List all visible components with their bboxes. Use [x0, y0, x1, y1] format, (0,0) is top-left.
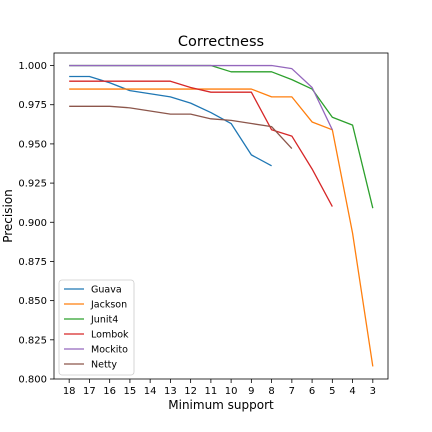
y-tick-label: 0.800	[18, 375, 47, 386]
y-tick-label: 0.875	[18, 257, 47, 268]
y-tick-label: 0.900	[18, 218, 47, 229]
y-tick-label: 0.850	[18, 296, 47, 307]
x-tick-label: 10	[225, 386, 238, 397]
x-tick-label: 4	[349, 386, 355, 397]
y-tick-label: 1.000	[18, 61, 47, 72]
y-tick-label: 0.825	[18, 335, 47, 346]
x-tick-label: 15	[124, 386, 137, 397]
y-tick-label: 0.925	[18, 179, 47, 190]
chart-title: Correctness	[178, 34, 264, 50]
x-tick-label: 12	[184, 386, 197, 397]
legend-label: Jackson	[90, 300, 127, 311]
legend-label: Guava	[91, 285, 122, 296]
x-tick-label: 18	[63, 386, 76, 397]
x-tick-label: 8	[268, 386, 274, 397]
y-tick-label: 0.950	[18, 139, 47, 150]
x-tick-label: 3	[370, 386, 376, 397]
legend-label: Junit4	[90, 315, 118, 326]
x-tick-label: 11	[205, 386, 218, 397]
x-tick-label: 6	[309, 386, 315, 397]
x-tick-label: 14	[144, 386, 157, 397]
x-tick-label: 5	[329, 386, 335, 397]
x-tick-label: 16	[103, 386, 116, 397]
legend-label: Netty	[91, 360, 117, 371]
x-tick-label: 17	[83, 386, 96, 397]
x-tick-label: 13	[164, 386, 177, 397]
x-tick-label: 7	[289, 386, 295, 397]
x-axis-label: Minimum support	[168, 398, 274, 412]
x-tick-label: 9	[248, 386, 254, 397]
y-axis-label: Precision	[1, 189, 15, 243]
legend-label: Mockito	[91, 345, 128, 356]
y-tick-label: 0.975	[18, 100, 47, 111]
legend-label: Lombok	[91, 330, 129, 341]
legend: Guava Jackson Junit4 Lombok Mockito Netty	[59, 280, 134, 375]
